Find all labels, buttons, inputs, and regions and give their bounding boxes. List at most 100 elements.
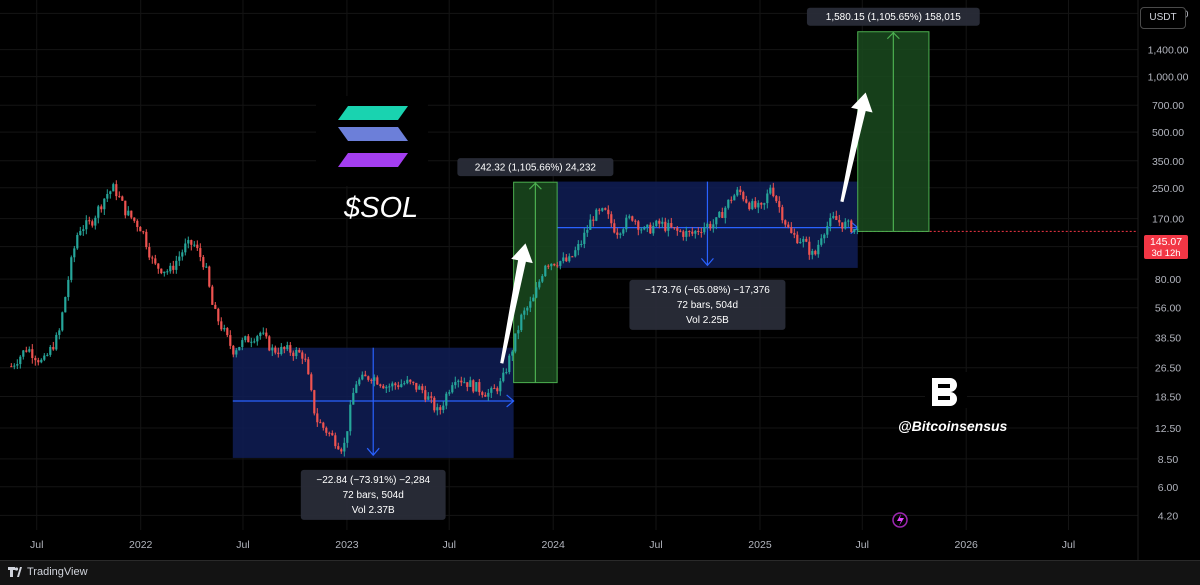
x-tick-label: Jul: [856, 539, 869, 551]
candle-body: [301, 352, 304, 359]
candle-body: [148, 247, 151, 258]
candle-body: [580, 243, 583, 245]
candle-body: [67, 279, 70, 298]
candle-body: [856, 228, 859, 230]
candle-body: [115, 184, 118, 197]
y-tick-label: 8.50: [1158, 454, 1179, 466]
candle-body: [640, 229, 643, 231]
candle-body: [307, 359, 310, 375]
candle-body: [685, 230, 688, 237]
candle-body: [139, 226, 142, 232]
candle-body: [820, 238, 823, 245]
candle-body: [703, 226, 706, 233]
candle-body: [364, 374, 367, 377]
candle-body: [730, 199, 733, 201]
candle-body: [799, 241, 802, 244]
currency-button[interactable]: USDT: [1140, 7, 1186, 29]
candle-body: [208, 266, 211, 287]
candle-body: [58, 330, 61, 335]
candle-body: [421, 386, 424, 391]
candle-body: [589, 219, 592, 230]
candle-body: [823, 234, 826, 239]
y-tick-label: 170.00: [1152, 214, 1184, 226]
candle-body: [202, 257, 205, 268]
candle-body: [76, 235, 79, 249]
candle-body: [826, 226, 829, 235]
candle-body: [505, 372, 508, 374]
candle-body: [784, 220, 787, 225]
candle-body: [367, 376, 370, 380]
candle-body: [91, 221, 94, 226]
candle-body: [490, 388, 493, 393]
candle-body: [235, 350, 238, 355]
candle-body: [727, 199, 730, 208]
candle-body: [631, 216, 634, 221]
candle-body: [52, 346, 55, 350]
candle-body: [70, 257, 73, 280]
candle-body: [256, 336, 259, 342]
range-2024-2025-label-bg: [629, 279, 786, 330]
candle-body: [325, 427, 328, 433]
candle-body: [718, 211, 721, 218]
candle-body: [499, 381, 502, 392]
range-2022-2023-label-bg: [300, 469, 446, 520]
candle-body: [484, 394, 487, 397]
candle-body: [517, 330, 520, 334]
candle-body: [340, 449, 343, 452]
candle-body: [775, 196, 778, 202]
footer-brand[interactable]: TradingView: [27, 566, 88, 578]
candle-body: [409, 379, 412, 382]
projection-2025-label-line1: 1,580.15 (1,105.65%) 158,015: [826, 12, 962, 23]
candle-body: [259, 332, 262, 337]
candle-body: [559, 261, 562, 266]
y-tick-label: 250.00: [1152, 183, 1184, 195]
candle-body: [190, 240, 193, 245]
symbol-title: $SOL: [344, 192, 419, 224]
candle-body: [388, 386, 391, 388]
candle-body: [253, 341, 256, 343]
candle-body: [532, 297, 535, 302]
candle-body: [82, 229, 85, 231]
candle-body: [46, 354, 49, 356]
x-tick-label: Jul: [442, 539, 455, 551]
candle-body: [697, 230, 700, 233]
candle-body: [712, 224, 715, 229]
candle-body: [475, 382, 478, 392]
candle-body: [634, 220, 637, 222]
candle-body: [613, 223, 616, 233]
lightning-icon[interactable]: [892, 512, 908, 528]
candle-body: [709, 223, 712, 229]
candle-body: [472, 380, 475, 392]
candle-body: [571, 256, 574, 258]
breakout-2023-label-bg: [457, 158, 614, 177]
candle-body: [736, 189, 739, 196]
candle-body: [637, 221, 640, 230]
candle-body: [832, 216, 835, 218]
candle-body: [667, 223, 670, 231]
candle-body: [265, 332, 268, 337]
candle-body: [361, 374, 364, 380]
candle-body: [172, 265, 175, 270]
candle-body: [601, 208, 604, 211]
y-tick-label: 6.00: [1158, 482, 1179, 494]
candle-body: [187, 240, 190, 244]
candle-body: [355, 384, 358, 393]
arrow-breakout-2023: [500, 243, 533, 364]
candle-body: [412, 381, 415, 383]
x-tick-label: Jul: [649, 539, 662, 551]
price-chart[interactable]: −22.84 (−73.91%) −2,284 72 bars, 504d Vol …: [0, 0, 1200, 560]
candle-body: [223, 328, 226, 330]
candle-body: [370, 379, 373, 381]
candle-body: [418, 386, 421, 390]
candle-body: [127, 210, 130, 216]
y-tick-label: 12.50: [1155, 423, 1181, 435]
candle-body: [94, 217, 97, 226]
x-tick-label: 2025: [748, 539, 772, 551]
range-2024-2025-label-line1: −173.76 (−65.08%) −17,376: [645, 285, 770, 296]
candle-body: [514, 333, 517, 352]
candle-body: [145, 231, 148, 248]
candle-body: [331, 433, 334, 436]
candle-body: [376, 377, 379, 385]
candle-body: [724, 207, 727, 218]
